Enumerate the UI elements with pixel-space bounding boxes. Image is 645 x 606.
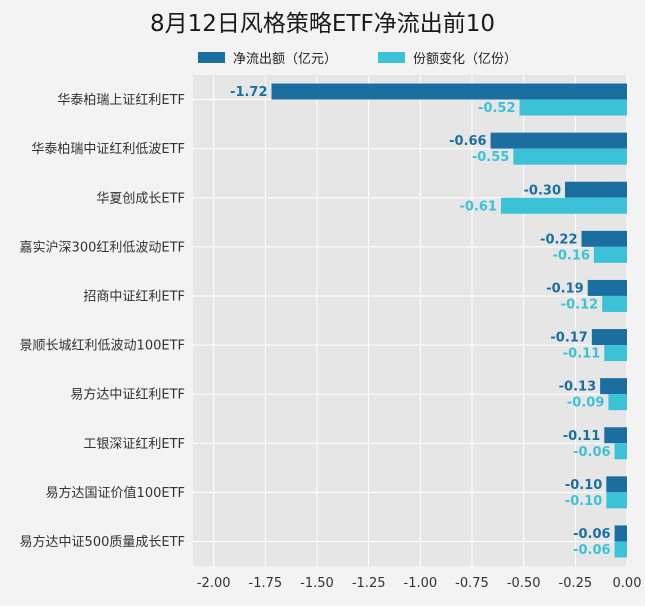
bar-share-change [604,345,627,362]
data-label-share-change: -0.06 [573,543,610,558]
bar-share-change [606,492,627,509]
y-tick-label: 易方达国证价值100ETF [46,485,185,501]
data-label-outflow: -0.30 [524,183,561,198]
bar-outflow [600,378,627,395]
y-axis: 华泰柏瑞上证红利ETF 华泰柏瑞中证红利低波ETF 华夏创成长ETF 嘉实沪深300红… [20,92,185,550]
y-tick-label: 嘉实沪深300红利低波动ETF [20,239,185,255]
legend-swatch-share-change [378,52,405,63]
data-label-share-change: -0.12 [561,297,598,312]
grid [193,75,628,566]
data-label-outflow: -0.17 [550,331,587,346]
value-labels: -1.72 -0.52 -0.66-0.55 -0.30 -0.61 -0.22-0.16… [230,85,611,558]
legend-item-share-change: 份额变化（亿份） [378,48,517,67]
y-tick-label: 招商中证红利ETF [83,288,185,304]
data-label-outflow: -0.22 [540,232,577,247]
bar-outflow [587,279,627,296]
x-tick-label: -0.50 [507,576,541,591]
data-label-outflow: -0.10 [565,478,602,493]
data-label-share-change: -0.11 [563,347,600,362]
y-tick-label: 华夏创成长ETF [96,191,185,206]
bar-share-change [602,295,627,312]
y-tick-label: 易方达中证500质量成长ETF [20,534,185,550]
legend: 净流出额（亿元） 份额变化（亿份） [0,48,645,68]
bar-outflow [604,427,627,444]
data-label-outflow: -1.72 [230,85,267,100]
x-tick-label: -0.75 [455,576,489,591]
data-label-outflow: -0.66 [449,134,486,149]
data-label-share-change: -0.61 [459,199,496,214]
bar-share-change [500,197,627,214]
bar-share-change [614,443,627,460]
bar-share-change [593,246,627,263]
data-label-outflow: -0.11 [563,429,600,444]
y-tick-label: 景顺长城红利低波动100ETF [20,338,185,354]
legend-label-outflow: 净流出额（亿元） [233,52,338,67]
y-tick-label: 工银深证红利ETF [83,436,185,452]
bar-outflow [490,132,627,149]
x-tick-label: -1.25 [352,576,386,591]
bar-outflow [581,230,627,247]
bar-outflow [614,525,627,542]
bars [271,83,627,558]
data-label-share-change: -0.09 [567,396,604,411]
x-tick-label: -2.00 [197,576,231,591]
data-label-share-change: -0.10 [565,494,602,509]
x-tick-label: 0.00 [613,576,642,591]
bar-share-change [513,148,627,165]
y-tick-label: 华泰柏瑞中证红利低波ETF [31,141,185,157]
bar-outflow [271,83,627,100]
x-tick-label: -1.75 [249,576,283,591]
x-tick-label: -1.50 [300,576,334,591]
x-tick-label: -0.25 [559,576,593,591]
x-axis: -2.00 -1.75 -1.50 -1.25 -1.00 -0.75 -0.50 -0.25… [197,576,642,591]
data-label-share-change: -0.55 [472,150,509,165]
bar-share-change [614,541,627,558]
legend-label-share-change: 份额变化（亿份） [413,52,518,67]
bar-share-change [608,394,627,411]
data-label-outflow: -0.19 [546,281,583,296]
bar-share-change [519,99,627,116]
legend-item-outflow: 净流出额（亿元） [198,48,337,67]
bar-outflow [606,476,627,493]
data-label-share-change: -0.06 [573,445,610,460]
data-label-share-change: -0.52 [478,101,515,116]
data-label-outflow: -0.13 [559,380,596,395]
bar-outflow [565,181,627,198]
y-tick-label: 易方达中证红利ETF [70,387,185,403]
data-label-share-change: -0.16 [552,248,589,263]
bar-outflow [591,329,627,346]
chart-title: 8月12日风格策略ETF净流出前10 [150,11,495,37]
legend-swatch-outflow [198,52,225,63]
data-label-outflow: -0.06 [573,527,610,542]
y-tick-label: 华泰柏瑞上证红利ETF [57,92,185,108]
x-tick-label: -1.00 [404,576,438,591]
